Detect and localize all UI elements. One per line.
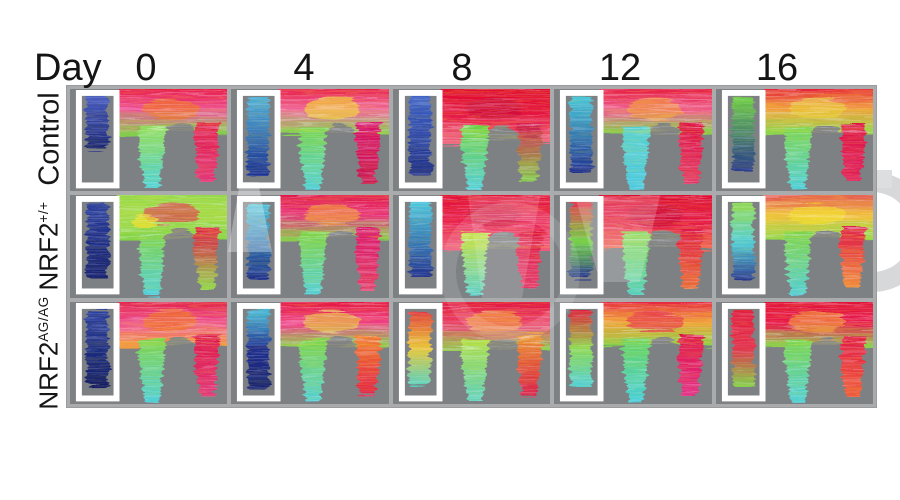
perfusion-image-nrf2-ag-day16: [715, 301, 873, 404]
perfusion-image-control-day8: [392, 89, 551, 192]
perfusion-image-nrf2-wt-day8: [392, 195, 551, 298]
day-tick-16: 16: [755, 47, 799, 89]
perfusion-image-nrf2-ag-day12: [554, 301, 712, 404]
perfusion-image-grid: [66, 85, 877, 408]
perfusion-image-nrf2-wt-day16: [715, 195, 873, 298]
day-tick-12: 12: [598, 47, 642, 89]
day-tick-4: 4: [293, 47, 315, 89]
row-label-nrf2-ag: NRF2AG/AG: [27, 268, 64, 438]
perfusion-image-nrf2-ag-day4: [231, 301, 389, 404]
row-label-nrf2-ag-text: NRF2: [33, 341, 64, 410]
day-tick-0: 0: [135, 47, 157, 89]
perfusion-image-control-day16: [715, 89, 873, 192]
perfusion-image-nrf2-ag-day0: [70, 301, 228, 404]
day-axis-label: Day: [34, 47, 102, 89]
perfusion-image-nrf2-ag-day8: [392, 301, 551, 404]
perfusion-image-nrf2-wt-day4: [231, 195, 389, 298]
perfusion-image-control-day0: [70, 89, 228, 192]
perfusion-image-control-day4: [231, 89, 389, 192]
row-label-nrf2-ag-sup: AG/AG: [36, 296, 51, 342]
row-label-nrf2-wt-sup: +/+: [36, 201, 51, 223]
perfusion-image-control-day12: [554, 89, 712, 192]
perfusion-image-nrf2-wt-day12: [554, 195, 712, 298]
day-tick-8: 8: [451, 47, 473, 89]
perfusion-image-nrf2-wt-day0: [70, 195, 228, 298]
